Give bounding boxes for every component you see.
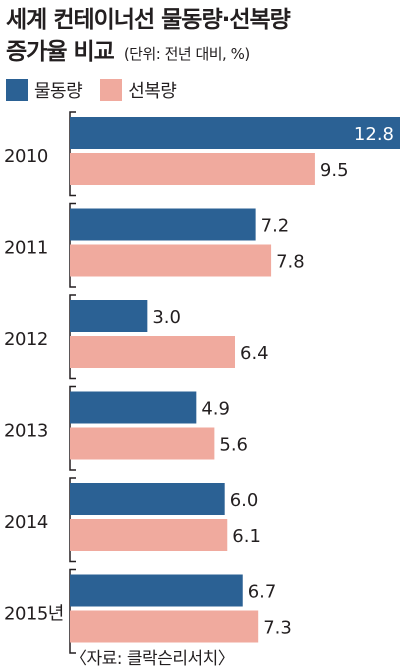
legend-swatch-capacity xyxy=(100,79,123,101)
legend-swatch-volume xyxy=(6,79,28,101)
bar-volume xyxy=(70,117,400,149)
source-note: 〈자료: 클락슨리서치〉 xyxy=(70,649,235,669)
unit-label: (단위: 전년 대비, %) xyxy=(123,45,250,63)
data-label: 7.3 xyxy=(263,618,292,639)
bar-volume xyxy=(70,300,148,332)
data-label: 6.4 xyxy=(240,343,269,364)
y-tick-label: 2015년 xyxy=(4,603,64,624)
bar-capacity xyxy=(70,519,228,551)
legend-label-capacity: 선복량 xyxy=(128,81,177,102)
bar-volume xyxy=(70,208,256,241)
y-tick-label: 2013 xyxy=(4,420,48,441)
bar-capacity xyxy=(70,244,272,277)
y-tick-label: 2012 xyxy=(4,329,48,350)
legend-label-volume: 물동량 xyxy=(34,81,83,102)
data-label: 6.7 xyxy=(248,582,277,603)
data-label: 4.9 xyxy=(201,399,230,420)
data-label: 9.5 xyxy=(320,160,349,181)
chart-title: 세계 컨테이너선 물동량·선복량 xyxy=(6,7,291,33)
data-label: 6.1 xyxy=(232,526,261,547)
y-tick-label: 2014 xyxy=(4,512,48,533)
bar-capacity xyxy=(70,610,259,643)
bar-volume xyxy=(70,574,243,607)
data-label: 6.0 xyxy=(230,490,259,511)
chart-title-line2: 증가율 비교 (단위: 전년 대비, %) xyxy=(6,36,250,70)
bar-capacity xyxy=(70,427,215,460)
data-label: 7.2 xyxy=(261,216,290,237)
bar-volume xyxy=(70,391,197,424)
data-label: 5.6 xyxy=(219,435,248,456)
bar-volume xyxy=(70,483,225,515)
legend-item-capacity: 선복량 xyxy=(100,77,177,103)
legend: 물동량 선복량 xyxy=(6,77,194,103)
bar-capacity xyxy=(70,153,315,185)
y-tick-label: 2010 xyxy=(4,146,48,167)
chart-title-second-line: 증가율 비교 xyxy=(6,39,115,65)
bar-capacity xyxy=(70,336,235,368)
data-label: 12.8 xyxy=(354,124,394,145)
y-tick-label: 2011 xyxy=(4,237,48,258)
data-label: 3.0 xyxy=(152,307,181,328)
data-label: 7.8 xyxy=(276,252,305,273)
legend-item-volume: 물동량 xyxy=(6,77,83,103)
